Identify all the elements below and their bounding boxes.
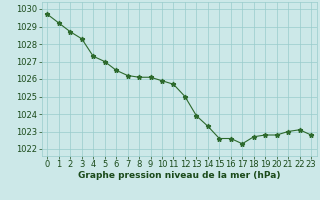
- X-axis label: Graphe pression niveau de la mer (hPa): Graphe pression niveau de la mer (hPa): [78, 171, 280, 180]
